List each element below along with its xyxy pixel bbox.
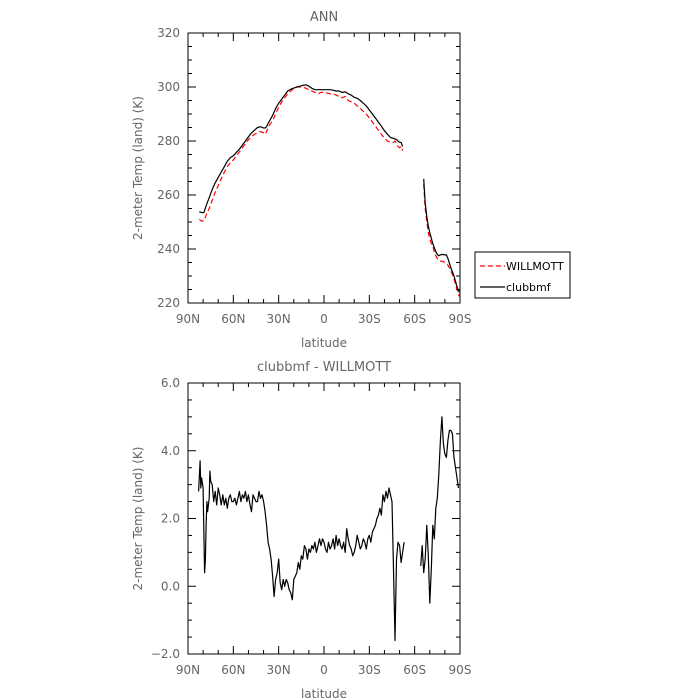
x-tick-label: 0 [320,663,328,677]
top-chart-panel: ANN latitude 2-meter Temp (land) (K) 90N 60N… [131,10,571,350]
x-tick-label: 60N [221,663,245,677]
y-tick-label: 300 [157,80,180,94]
y-tick-label: 220 [157,296,180,310]
x-tick-label: 30N [267,663,291,677]
x-tick-label: 60N [221,312,245,326]
x-tick-label: 90S [449,312,472,326]
x-tick-label: 30N [267,312,291,326]
chart-title: clubbmf - WILLMOTT [257,360,391,375]
y-axis-label: 2-meter Temp (land) (K) [131,447,145,591]
y-tick-label: 6.0 [161,376,180,390]
legend-label: WILLMOTT [506,260,564,273]
x-axis-label: latitude [301,687,347,700]
series-line-clubbmf-segment-1 [423,178,460,293]
plot-frame [187,32,461,304]
series-line-willmott-segment-1 [423,184,460,297]
y-tick-label: −2.0 [151,647,180,661]
legend-label: clubbmf [506,281,552,294]
y-tick-label: 0.0 [161,579,180,593]
series-line-willmott-segment-0 [198,86,404,222]
series-line-clubbmf-segment-0 [199,84,404,214]
difference-chart-panel: clubbmf - WILLMOTT latitude 2-meter Temp (… [131,360,471,700]
legend-box [474,251,571,299]
series-line-difference-segment-0 [198,460,405,642]
x-tick-label: 90N [176,312,200,326]
x-tick-label: 60S [403,663,426,677]
x-axis-label: latitude [301,336,347,350]
series-line-difference-segment-1 [420,416,460,604]
y-tick-label: 4.0 [161,444,180,458]
x-tick-label: 60S [403,312,426,326]
x-tick-label: 30S [358,663,381,677]
x-tick-label: 30S [358,312,381,326]
y-tick-label: 280 [157,134,180,148]
x-tick-label: 0 [320,312,328,326]
y-tick-label: 2.0 [161,512,180,526]
y-tick-label: 320 [157,26,180,40]
y-tick-label: 240 [157,242,180,256]
x-tick-label: 90S [449,663,472,677]
chart-title: ANN [310,10,338,25]
plot-frame [187,382,461,655]
y-axis-label: 2-meter Temp (land) (K) [131,96,145,240]
x-tick-label: 90N [176,663,200,677]
y-tick-label: 260 [157,188,180,202]
